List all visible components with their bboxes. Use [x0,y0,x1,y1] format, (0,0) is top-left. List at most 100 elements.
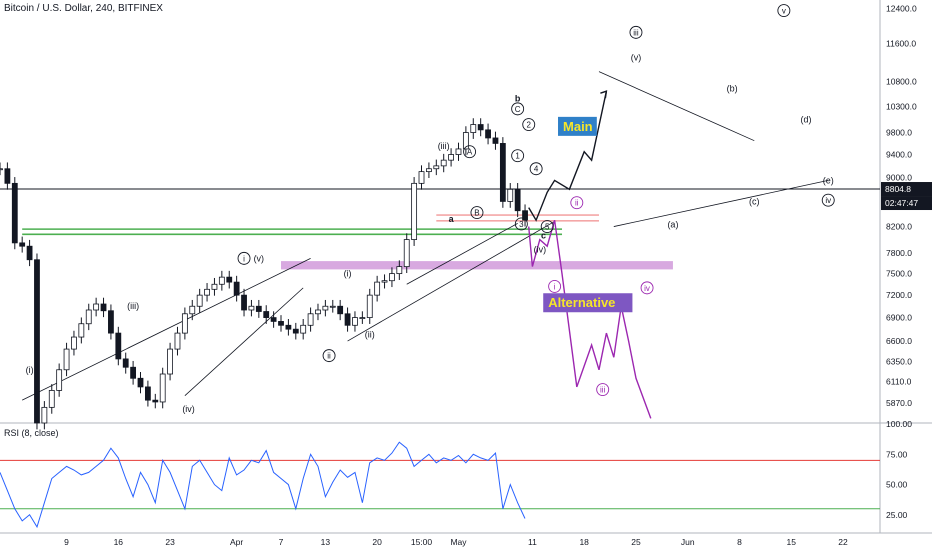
candle-body [248,305,255,311]
candle-body [204,288,210,296]
time-tick-label: 20 [372,537,382,547]
wave-label: (v) [254,253,265,263]
wave-label: (i) [344,269,352,279]
candle-body [19,242,26,247]
wave-label-circle [570,196,584,210]
wave-label-circle [596,383,610,396]
wave-label: ii [575,199,579,208]
label-box [558,116,597,136]
projection-path-alternative [528,220,652,419]
wave-label: (v) [631,52,642,62]
wave-label: (ii) [365,330,375,340]
candle-body [329,305,336,308]
candle-body [241,294,247,311]
candle-body [71,336,77,350]
label-text: Alternative [548,295,615,310]
wave-label: i [243,254,245,263]
price-tick-label: 10800.0 [886,76,917,86]
candle-body [477,124,484,131]
candle-body [448,154,454,161]
wave-label: v [782,7,786,16]
candle-body [307,313,314,326]
wave-label: i [554,282,556,291]
time-tick-label: 18 [579,537,589,547]
price-tick-label: 9800.0 [886,128,912,138]
candle-body [514,188,521,212]
time-tick-label: 23 [165,537,175,547]
candle-body [0,168,3,171]
label-box [543,293,633,313]
candle-body [93,303,100,311]
candle-body [270,317,277,322]
candle-body [418,171,425,184]
wave-label: 1 [515,152,520,161]
candle-body [455,148,462,155]
wave-label-circle [548,279,562,293]
wave-label-circle [540,220,554,234]
price-badge [881,182,932,197]
wave-label: iii [633,28,639,37]
time-tick-label: Jun [681,537,695,547]
wave-label: (iv) [534,245,547,255]
candle-body [159,373,166,403]
candle-body [440,159,447,167]
rsi-line [0,441,526,529]
projection-path-main [528,91,608,222]
rsi-tick-label: 75.00 [886,449,908,459]
candle-body [196,294,203,307]
wave-label-circle [511,149,525,163]
label-text: Main [563,119,593,134]
wave-label: iii [600,386,606,395]
price-tick-label: 7200.0 [886,290,912,300]
price-badge-label: 8804.8 [885,184,911,194]
trendline [347,221,555,342]
price-tick-label: 11600.0 [886,39,916,49]
wave-label: A [467,148,473,157]
wave-label: 3 [519,220,524,229]
price-tick-label: 6900.0 [886,313,912,323]
wave-label-circle [629,25,643,39]
candle-body [100,303,107,312]
candle-body [322,305,329,311]
support-zone [281,261,673,270]
candle-body [167,348,173,375]
wave-label: a [449,214,455,224]
countdown-badge [881,196,932,211]
wave-label: b [515,94,521,104]
candle-body [344,313,351,326]
wave-label: C [515,105,521,114]
time-tick-label: 8 [737,537,742,547]
price-tick-label: 12400.0 [886,3,917,13]
candle-body [41,406,48,424]
candle-body [507,188,514,202]
wave-label-circle [522,118,536,131]
wave-label: iv [644,284,650,293]
wave-label: ii [327,352,331,361]
price-tick-label: 9000.0 [886,172,912,182]
candle-body [189,305,196,315]
rsi-tick-label: 25.00 [886,510,908,520]
candle-body [352,317,358,326]
countdown-badge-label: 02:47:47 [885,198,918,208]
wave-label: (b) [727,84,738,94]
candle-body [522,210,528,221]
candle-body [492,137,499,144]
wave-label: (e) [823,175,834,185]
candle-body [108,310,114,334]
candle-body [211,283,218,290]
candle-body [122,358,129,368]
candle-body [233,281,240,296]
time-tick-label: 16 [114,537,124,547]
candle-body [255,305,262,312]
candle-body [130,366,137,379]
chart-title: Bitcoin / U.S. Dollar, 240, BITFINEX [4,3,163,14]
candle-body [485,129,491,139]
wave-label: 4 [534,165,539,174]
wave-label: (c) [749,196,760,206]
candle-body [315,309,321,315]
wave-label-circle [511,102,525,116]
price-tick-label: 9400.0 [886,150,912,160]
wave-label-circle [463,145,477,159]
